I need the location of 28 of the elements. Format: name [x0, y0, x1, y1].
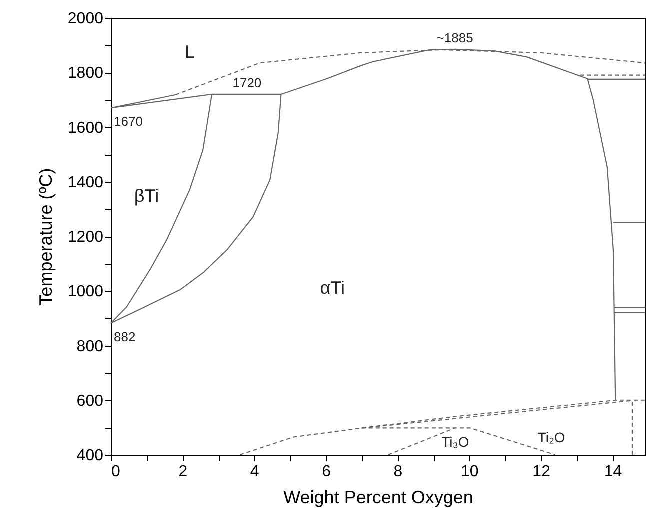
x-tick-label: 10	[460, 464, 479, 480]
annotation: 882	[114, 329, 136, 344]
x-tick-label: 12	[532, 464, 551, 480]
x-tick-label: 14	[604, 464, 622, 480]
annotation: βTi	[134, 186, 160, 206]
annotation: 1670	[114, 114, 143, 130]
y-tick-label: 2000	[68, 10, 104, 28]
x-tick-label: 6	[322, 464, 332, 480]
y-tick-label: 600	[76, 392, 104, 410]
y-tick-label: 400	[76, 448, 104, 464]
annotation: αTi	[320, 278, 345, 298]
y-tick-label: 1000	[68, 284, 104, 301]
y-tick-label: 800	[76, 338, 104, 356]
y-axis-title: Temperature (ºC)	[36, 168, 56, 306]
annotation: Ti₃O	[442, 434, 470, 450]
annotation: 1720	[232, 75, 262, 90]
y-tick-label: 1400	[68, 174, 104, 192]
y-tick-label: 1800	[68, 65, 104, 82]
x-axis-title: Weight Percent Oxygen	[284, 488, 474, 508]
x-tick-label: 4	[250, 464, 260, 480]
x-tick-label: 0	[112, 464, 120, 480]
annotation: L	[185, 42, 196, 62]
x-tick-label: 2	[178, 464, 188, 480]
y-tick-label: 1200	[68, 229, 104, 246]
x-tick-label: 8	[394, 464, 403, 480]
y-tick-label: 1600	[68, 120, 104, 137]
annotation: Ti₂O	[538, 429, 566, 446]
annotation: ~1885	[436, 30, 474, 46]
